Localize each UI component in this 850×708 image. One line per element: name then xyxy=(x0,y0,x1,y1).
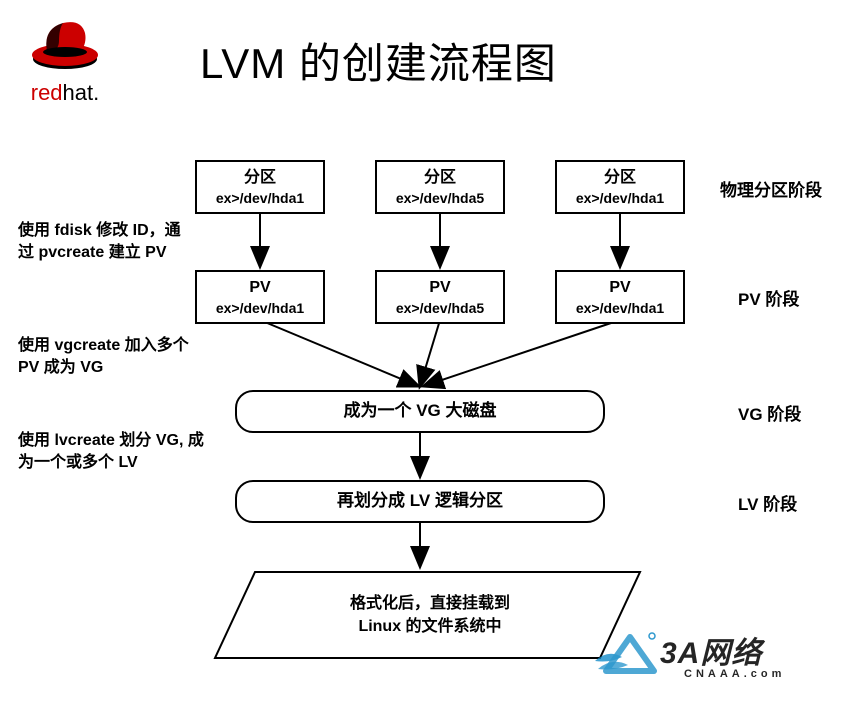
svg-text:CNAAA.com: CNAAA.com xyxy=(684,668,785,680)
partition-title: 分区 xyxy=(563,167,677,189)
stage-vg: VG 阶段 xyxy=(738,400,801,425)
annotation-fdisk: 使用 fdisk 修改 ID，通 过 pvcreate 建立 PV xyxy=(18,220,181,263)
final-box-text: 格式化后，直接挂载到 Linux 的文件系统中 xyxy=(245,592,615,638)
pv-box-2: PV ex>/dev/hda5 xyxy=(375,270,505,324)
pv-path: ex>/dev/hda1 xyxy=(563,299,677,318)
diagram-title: LVM 的创建流程图 xyxy=(200,30,557,91)
flowchart: 分区 ex>/dev/hda1 分区 ex>/dev/hda5 分区 ex>/d… xyxy=(0,140,850,700)
annotation-vgcreate: 使用 vgcreate 加入多个 PV 成为 VG xyxy=(18,335,189,378)
pv-title: PV xyxy=(383,277,497,299)
watermark: 3A网络 CNAAA.com xyxy=(590,623,840,688)
redhat-logo-text: redhat. xyxy=(15,80,115,106)
redhat-logo: redhat. xyxy=(15,15,115,106)
partition-box-2: 分区 ex>/dev/hda5 xyxy=(375,160,505,214)
pv-box-1: PV ex>/dev/hda1 xyxy=(195,270,325,324)
svg-text:3A网络: 3A网络 xyxy=(660,636,765,670)
partition-box-1: 分区 ex>/dev/hda1 xyxy=(195,160,325,214)
vg-box: 成为一个 VG 大磁盘 xyxy=(235,390,605,433)
redhat-hat-icon xyxy=(29,15,101,71)
partition-path: ex>/dev/hda5 xyxy=(383,189,497,208)
stage-lv: LV 阶段 xyxy=(738,490,797,515)
pv-title: PV xyxy=(203,277,317,299)
partition-path: ex>/dev/hda1 xyxy=(563,189,677,208)
stage-partition: 物理分区阶段 xyxy=(720,176,822,201)
annotation-lvcreate: 使用 lvcreate 划分 VG, 成 为一个或多个 LV xyxy=(18,430,204,473)
partition-box-3: 分区 ex>/dev/hda1 xyxy=(555,160,685,214)
partition-path: ex>/dev/hda1 xyxy=(203,189,317,208)
partition-title: 分区 xyxy=(203,167,317,189)
pv-path: ex>/dev/hda1 xyxy=(203,299,317,318)
partition-title: 分区 xyxy=(383,167,497,189)
pv-path: ex>/dev/hda5 xyxy=(383,299,497,318)
pv-box-3: PV ex>/dev/hda1 xyxy=(555,270,685,324)
watermark-icon: 3A网络 CNAAA.com xyxy=(590,623,840,683)
pv-title: PV xyxy=(563,277,677,299)
stage-pv: PV 阶段 xyxy=(738,285,799,310)
lv-box: 再划分成 LV 逻辑分区 xyxy=(235,480,605,523)
